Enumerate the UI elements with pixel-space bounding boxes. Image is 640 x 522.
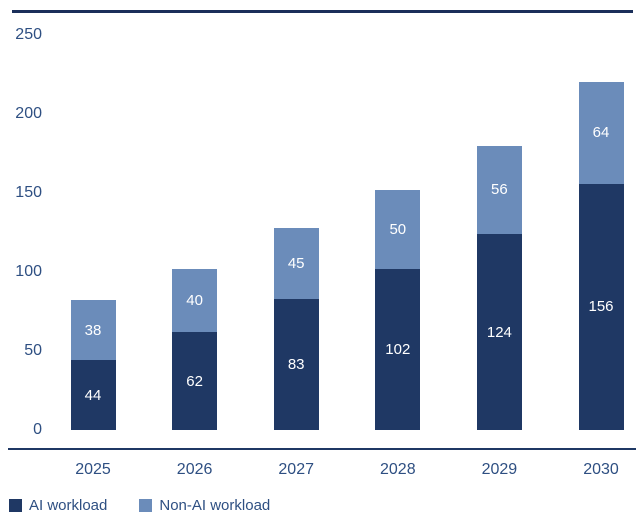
x-tick-label-2026: 2026 [176, 461, 213, 478]
y-tick-label: 150 [15, 184, 42, 201]
legend-item-ai-workload: AI workload [9, 497, 107, 514]
y-tick-label: 0 [33, 421, 42, 438]
bar-value-label: 124 [486, 323, 512, 341]
bar-value-label: 83 [287, 355, 305, 373]
bar-segment-non-ai-2027: 45 [273, 227, 319, 299]
x-tick-label-2030: 2030 [583, 461, 619, 478]
bar-value-label: 64 [592, 124, 610, 142]
bar-value-label: 62 [186, 372, 203, 390]
x-tick-label-2027: 2027 [278, 461, 314, 478]
bar-segment-ai-2027: 83 [273, 298, 319, 430]
y-tick-label: 50 [24, 342, 42, 359]
bar-segment-non-ai-2026: 40 [172, 268, 218, 333]
bar-value-label: 56 [491, 181, 508, 199]
bar-segment-ai-2026: 62 [172, 332, 218, 430]
x-tick-label-2029: 2029 [481, 461, 518, 478]
bar-value-label: 156 [588, 298, 614, 316]
legend-swatch-non-ai-workload [139, 499, 153, 512]
legend-swatch-ai-workload [9, 499, 22, 512]
bar-value-label: 44 [84, 386, 102, 404]
bar-value-label: 40 [186, 291, 203, 309]
bar-segment-ai-2025: 44 [70, 360, 116, 430]
bar-value-label: 38 [84, 321, 102, 339]
bar-segment-non-ai-2028: 50 [375, 189, 421, 269]
x-tick-label-2028: 2028 [380, 461, 416, 478]
legend-label-non-ai-workload: Non-AI workload [159, 497, 271, 514]
bar-segment-ai-2028: 102 [375, 268, 421, 430]
bar-value-label: 50 [389, 220, 407, 238]
y-tick-label: 100 [15, 263, 42, 280]
y-tick-label: 200 [15, 105, 42, 122]
legend-item-non-ai-workload: Non-AI workload [139, 497, 270, 514]
x-axis-line [8, 448, 636, 450]
legend: AI workload Non-AI workload [9, 497, 270, 514]
y-tick-label: 250 [15, 26, 42, 43]
bar-segment-ai-2029: 124 [476, 234, 522, 430]
bar-segment-ai-2030: 156 [578, 183, 624, 430]
x-tick-label-2025: 2025 [75, 461, 111, 478]
bar-segment-non-ai-2029: 56 [476, 145, 522, 235]
legend-label-ai-workload: AI workload [29, 497, 108, 514]
bar-segment-non-ai-2025: 38 [70, 300, 116, 361]
bar-segment-non-ai-2030: 64 [578, 82, 624, 184]
bar-value-label: 45 [287, 254, 305, 272]
bar-value-label: 102 [385, 340, 411, 358]
top-rule-divider [12, 10, 633, 13]
